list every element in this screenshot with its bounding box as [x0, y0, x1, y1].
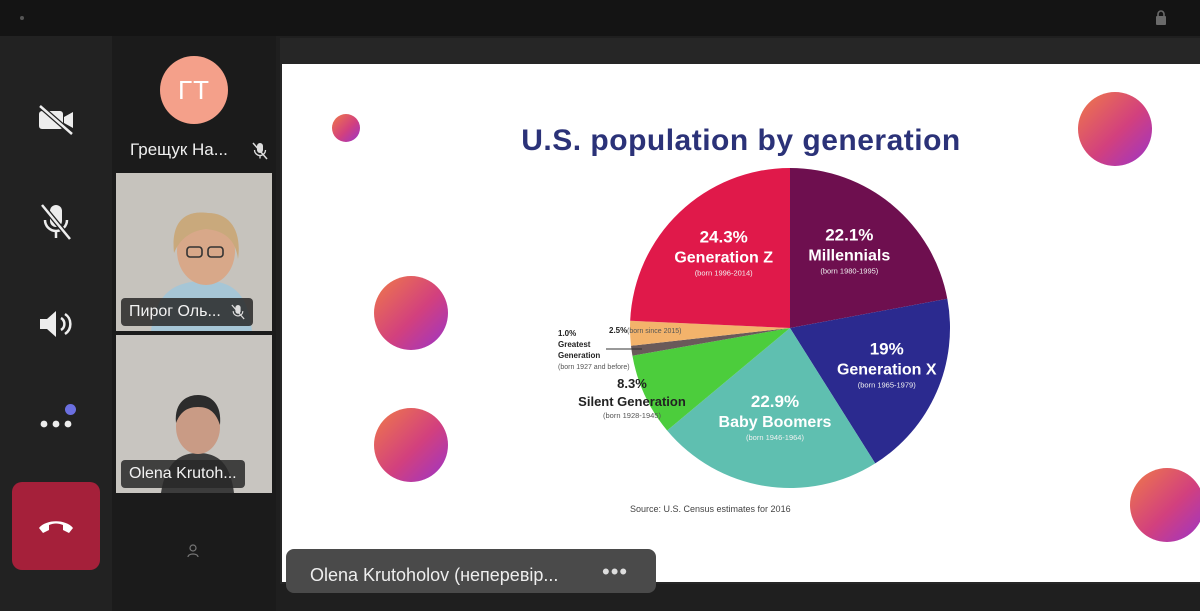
pie-slice — [667, 328, 876, 488]
pie-chart: 22.1% Millennials (born 1980-1995) 19% Gener… — [558, 168, 950, 488]
more-icon — [40, 420, 72, 428]
slice-label: 22.1% — [825, 226, 873, 245]
slice-label: (born since 2015) — [627, 328, 681, 335]
participant-name-label: Пирог Оль... — [121, 298, 253, 326]
slice-label: 2.5% — [609, 326, 627, 335]
status-dot — [20, 16, 24, 20]
participant-tile[interactable]: ГТ Грещук На... — [112, 36, 276, 168]
caption-more-button[interactable]: ••• — [602, 559, 629, 584]
person-icon — [187, 544, 199, 558]
presentation-slide: U.S. population by generation 22.1% Mille… — [282, 64, 1200, 582]
slice-label: 19% — [870, 339, 904, 358]
decorative-circle — [374, 276, 448, 350]
camera-toggle-button[interactable] — [22, 92, 90, 148]
slice-label: Generation Z — [674, 250, 773, 267]
mic-off-icon — [40, 203, 72, 241]
presenter-name: Olena Krutoholov (неперевір... — [310, 565, 559, 585]
participant-video[interactable]: Пирог Оль... — [116, 173, 272, 331]
pie-slice — [630, 328, 790, 356]
slice-label: Generation — [558, 351, 600, 360]
pie-slice — [790, 168, 948, 328]
decorative-circle — [1078, 92, 1152, 166]
pie-slice — [790, 298, 950, 464]
participant-video-active[interactable]: Olena Krutoh... — [116, 335, 272, 493]
pie-slice — [632, 328, 790, 431]
mic-toggle-button[interactable] — [22, 194, 90, 250]
pie-slice — [630, 168, 790, 328]
speaker-icon — [40, 311, 72, 337]
participant-name: Грещук На... — [130, 140, 228, 159]
speaker-button[interactable] — [22, 296, 90, 352]
participant-name: Пирог Оль... — [129, 303, 221, 320]
slice-label: Millennials — [808, 248, 890, 265]
slide-title: U.S. population by generation — [521, 124, 961, 157]
pie-slice — [630, 320, 790, 346]
slice-label: (born 1980-1995) — [820, 267, 878, 276]
slice-label: 8.3% — [617, 376, 647, 391]
chart-source: Source: U.S. Census estimates for 2016 — [630, 504, 791, 514]
decorative-circle — [332, 114, 360, 142]
participant-name-label: Olena Krutoh... — [121, 460, 245, 488]
slice-label: (born 1946-1964) — [746, 433, 804, 442]
hangup-icon — [39, 521, 73, 533]
decorative-circle — [374, 408, 448, 482]
slice-label: 1.0% — [558, 329, 576, 338]
avatar: ГТ — [160, 56, 228, 124]
more-options-button[interactable] — [22, 396, 90, 452]
mic-off-icon — [231, 304, 245, 320]
call-controls — [0, 36, 112, 611]
video-off-icon — [38, 104, 74, 136]
hangup-button[interactable] — [12, 482, 100, 570]
lock-icon — [1156, 10, 1166, 25]
slice-label: (born 1928-1945) — [603, 411, 661, 420]
slice-label: (born 1996-2014) — [695, 269, 753, 278]
slice-label: 22.9% — [751, 392, 799, 411]
slice-label: Greatest — [558, 340, 591, 349]
slice-label: Baby Boomers — [719, 414, 832, 431]
mic-off-icon — [252, 142, 268, 160]
slice-label: (born 1927 and before) — [558, 364, 630, 371]
notification-dot — [65, 404, 76, 415]
decorative-circle — [1130, 468, 1200, 542]
participant-name: Olena Krutoh... — [129, 465, 237, 482]
slice-label: (born 1965-1979) — [858, 380, 916, 389]
top-bar — [0, 0, 1200, 36]
slice-label: Silent Generation — [578, 394, 686, 409]
participants-panel: ГТ Грещук На... Пирог Оль... — [112, 36, 276, 611]
slice-label: Generation X — [837, 361, 937, 378]
slice-label: 24.3% — [700, 228, 748, 247]
presenter-caption: Olena Krutoholov (неперевір... ••• — [286, 549, 656, 593]
